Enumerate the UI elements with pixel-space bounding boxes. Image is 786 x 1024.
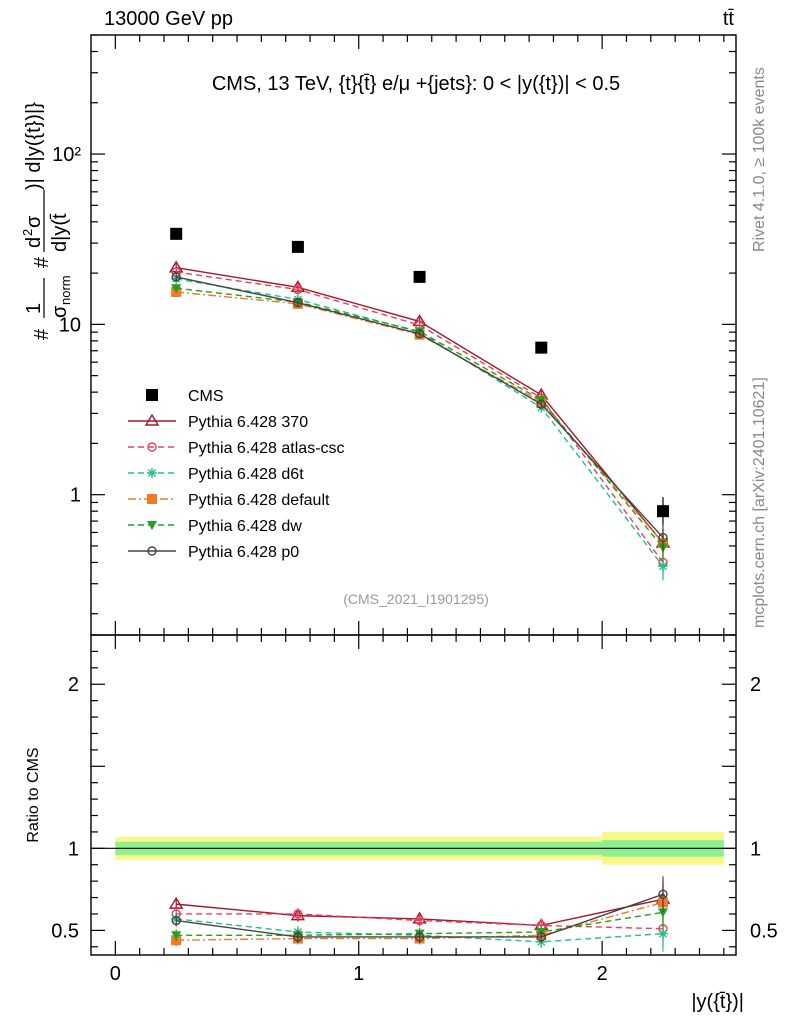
data-point-star [657, 561, 668, 572]
svg-text:d: d [23, 237, 45, 248]
ratio-ylabel: Ratio to CMS [25, 747, 42, 842]
xtick-label: 2 [597, 963, 608, 985]
analysis-watermark: (CMS_2021_I1901295) [343, 591, 489, 607]
data-point-circle [171, 915, 181, 926]
data-point-square [656, 505, 669, 518]
ratio-ytick-label: 2 [68, 674, 79, 696]
ratio-ytick-label-right: 0.5 [750, 920, 778, 942]
legend-label: Pythia 6.428 p0 [188, 544, 299, 561]
data-point-star [657, 928, 668, 939]
data-point-square [147, 494, 157, 504]
series-cms [170, 227, 669, 526]
svg-text:1: 1 [23, 303, 45, 314]
legend-label: Pythia 6.428 d6t [188, 466, 304, 483]
main-ytick-label: 10 [59, 314, 81, 336]
svg-text:σ: σ [23, 215, 45, 228]
legend-label: CMS [188, 388, 224, 405]
data-point-circle [658, 889, 668, 899]
data-point-triangle-down [171, 284, 182, 294]
data-point-circle [147, 546, 157, 556]
data-point-circle [293, 932, 303, 942]
xtick-label: 1 [353, 963, 364, 985]
series-pythia-6-428-p0 [171, 876, 668, 943]
main-ylabel: # 1 σ norm # d 2 σ d|y(t̄ )| d|y({t})|} [20, 102, 73, 340]
data-point-circle [414, 932, 425, 942]
x-axis-label: |y({t̄})| [691, 991, 744, 1013]
ratio-ytick-label: 0.5 [51, 920, 79, 942]
legend-label: Pythia 6.428 atlas-csc [188, 440, 345, 457]
series-line [176, 271, 664, 563]
data-point-circle [658, 532, 668, 543]
svg-text:#: # [31, 328, 53, 340]
ratio-ytick-label-right: 1 [750, 838, 761, 860]
data-point-circle [147, 442, 157, 452]
data-point-triangle [144, 413, 160, 426]
series-line [176, 278, 664, 567]
legend [128, 389, 176, 556]
svg-text:d|y(t̄: d|y(t̄ [49, 213, 71, 252]
data-point-circle [414, 329, 425, 339]
series-pythia-6-428-370 [168, 260, 671, 558]
data-point-square [413, 270, 426, 283]
data-point-circle [293, 284, 303, 295]
rivet-label: Rivet 4.1.0, ≥ 100k events [751, 67, 768, 252]
data-point-circle [293, 909, 303, 919]
ratio-series-layer [168, 876, 671, 952]
data-point-square [170, 227, 183, 240]
data-point-circle [171, 272, 181, 282]
legend-label: Pythia 6.428 370 [188, 414, 308, 431]
data-point-star [147, 468, 157, 478]
main-series-layer [168, 227, 671, 581]
data-point-circle [414, 915, 425, 926]
energy-label: 13000 GeV pp [104, 8, 233, 30]
data-point-triangle-down [657, 908, 668, 918]
series-pythia-6-428-p0 [171, 272, 668, 552]
ratio-panel-frame [90, 634, 737, 956]
ratio-ytick-label-right: 2 [750, 674, 761, 696]
data-point-square [146, 389, 158, 401]
main-ytick-label: 10² [52, 144, 81, 166]
data-point-triangle-down [171, 931, 182, 941]
legend-label: Pythia 6.428 dw [188, 518, 302, 535]
svg-text:2: 2 [20, 229, 35, 236]
ratio-y-ticks [91, 634, 736, 948]
data-point-square [291, 240, 304, 253]
legend-label: Pythia 6.428 default [188, 492, 330, 509]
main-y-ticks [91, 34, 736, 615]
svg-text:#: # [31, 256, 53, 268]
chart-title: CMS, 13 TeV, {t}{t̄} e/μ +{jets}: 0 < |y… [212, 73, 620, 95]
mcplots-label: mcplots.cern.ch [arXiv:2401.10621] [751, 377, 768, 628]
data-point-circle [536, 932, 546, 942]
process-label: tt̄ [723, 8, 735, 30]
svg-text:)| d|y({t})|}: )| d|y({t})|} [23, 102, 45, 190]
data-point-circle [293, 298, 303, 308]
ratio-ytick-label: 1 [68, 838, 79, 860]
x-axis-ticks [114, 35, 725, 955]
data-point-triangle-down [147, 521, 157, 530]
data-point-square [535, 341, 548, 354]
main-ytick-label: 1 [70, 485, 81, 507]
svg-text:norm: norm [58, 275, 73, 305]
xtick-label: 0 [110, 963, 121, 985]
data-point-circle [536, 399, 546, 409]
svg-text:σ: σ [49, 305, 71, 318]
